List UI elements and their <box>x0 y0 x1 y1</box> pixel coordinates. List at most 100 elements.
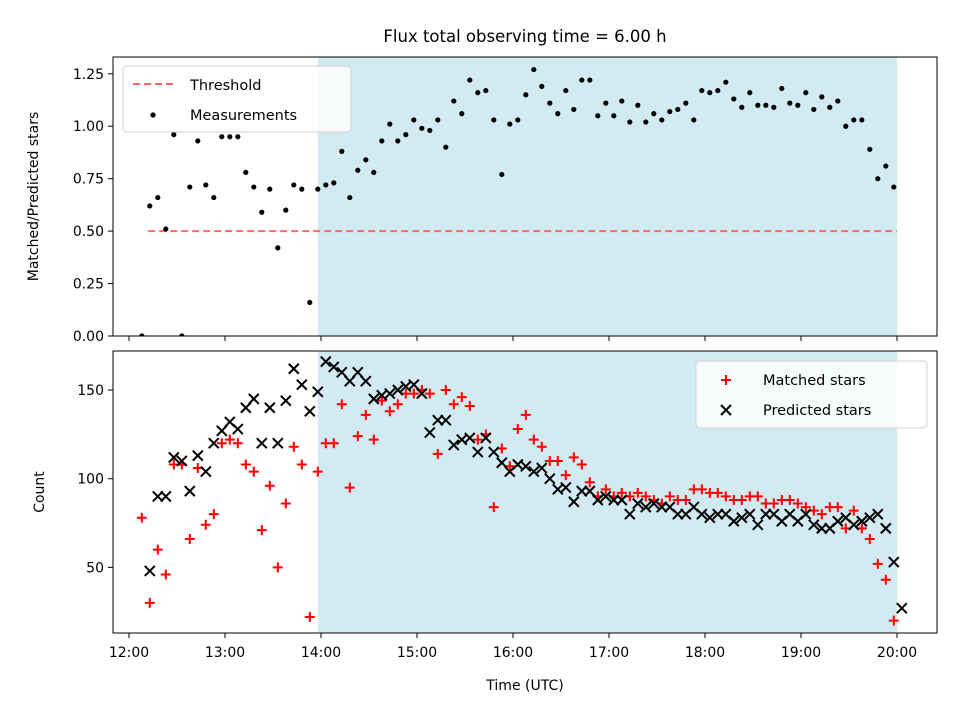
matched-star-point <box>384 406 395 417</box>
predicted-star-point <box>272 437 284 449</box>
measurement-point <box>539 83 545 89</box>
predicted-star-point <box>728 515 740 527</box>
measurement-point <box>883 163 889 169</box>
measurement-point <box>235 134 241 140</box>
predicted-star-point <box>424 426 436 439</box>
matched-star-point <box>304 612 315 623</box>
predicted-star-point <box>752 519 764 531</box>
measurement-point <box>147 203 153 209</box>
measurement-point <box>699 87 705 94</box>
measurement-point <box>747 90 753 96</box>
legend-box <box>122 65 352 133</box>
predicted-star-point <box>344 375 356 387</box>
matched-star-point <box>456 392 467 403</box>
measurement-point <box>683 100 689 106</box>
measurement-point <box>267 186 273 192</box>
predicted-star-point <box>192 449 204 462</box>
measurement-point <box>635 102 641 108</box>
predicted-star-point <box>392 384 404 396</box>
measurement-point <box>859 117 865 123</box>
legend-predicted-swatch <box>720 404 732 416</box>
matched-star-point <box>184 534 195 544</box>
predicted-star-point <box>648 497 660 510</box>
predicted-star-point <box>736 512 748 524</box>
matched-star-point <box>512 424 523 435</box>
predicted-star-point <box>800 508 812 520</box>
predicted-star-point <box>464 432 476 444</box>
matched-star-point <box>712 487 723 498</box>
matched-star-point <box>528 434 539 445</box>
matched-star-point <box>552 455 563 466</box>
matched-star-point <box>864 534 875 544</box>
y-tick-label: 0.50 <box>73 224 104 240</box>
predicted-star-point <box>384 387 396 400</box>
predicted-star-point <box>216 425 228 437</box>
matched-star-point <box>640 491 651 502</box>
predicted-star-point <box>144 565 156 577</box>
matched-star-point <box>848 505 859 516</box>
matched-star-point <box>328 438 339 449</box>
matched-star-point <box>200 519 211 530</box>
predicted-star-point <box>296 378 308 391</box>
predicted-star-point <box>312 386 324 398</box>
matched-star-point <box>256 525 267 536</box>
predicted-star-point <box>896 602 908 614</box>
measurement-point <box>891 184 897 190</box>
x-axis-label: Time (UTC) <box>485 678 563 694</box>
matched-star-point <box>472 434 483 445</box>
measurement-point <box>587 77 593 83</box>
matched-star-point <box>136 512 147 523</box>
measurement-point <box>163 226 169 232</box>
top-chart-title: Flux total observing time = 6.00 h <box>383 27 666 46</box>
measurement-point <box>531 66 537 73</box>
measurement-point <box>259 209 265 215</box>
measurement-point <box>875 176 881 182</box>
measurement-point <box>483 87 489 94</box>
matched-star-point <box>296 459 307 470</box>
measurement-point <box>779 85 785 92</box>
matched-star-point <box>600 484 611 495</box>
matched-star-point <box>272 562 283 573</box>
measurement-point <box>555 111 561 117</box>
measurement-point <box>667 108 673 115</box>
x-tick-label: 12:00 <box>109 645 149 661</box>
predicted-star-point <box>872 508 884 520</box>
matched-star-point <box>784 494 795 505</box>
matched-star-point <box>816 509 827 520</box>
measurement-point <box>787 100 793 106</box>
measurement-point <box>547 100 553 106</box>
measurement-point <box>811 106 817 113</box>
measurement-point <box>755 102 761 108</box>
matched-star-point <box>576 459 587 470</box>
matched-star-point <box>880 574 891 585</box>
measurement-point <box>323 182 329 188</box>
predicted-star-point <box>232 423 244 435</box>
predicted-star-point <box>200 465 212 478</box>
matched-star-point <box>464 400 475 411</box>
predicted-star-point <box>408 378 420 391</box>
y-axis-label: Count <box>32 471 48 513</box>
matched-star-point <box>336 399 347 410</box>
predicted-star-point <box>176 455 188 467</box>
predicted-star-point <box>600 490 612 503</box>
matched-star-point <box>888 615 899 626</box>
y-tick-label: 0.25 <box>73 277 104 293</box>
legend-label: Predicted stars <box>763 403 871 419</box>
matched-star-point <box>768 498 779 509</box>
matched-star-point <box>568 452 579 463</box>
predicted-star-point <box>328 361 340 373</box>
matched-star-point <box>584 477 595 488</box>
x-tick-label: 13:00 <box>205 645 245 661</box>
predicted-star-point <box>616 494 628 506</box>
matched-star-point <box>232 438 243 449</box>
measurement-point <box>355 167 361 173</box>
y-tick-label: 1.25 <box>73 67 104 83</box>
measurement-point <box>771 104 777 110</box>
measurement-point <box>435 117 441 123</box>
x-tick-label: 14:00 <box>301 645 341 661</box>
measurement-point <box>339 148 345 154</box>
measurement-point <box>219 134 225 140</box>
matched-star-point <box>160 569 171 580</box>
measurement-point <box>827 104 833 110</box>
